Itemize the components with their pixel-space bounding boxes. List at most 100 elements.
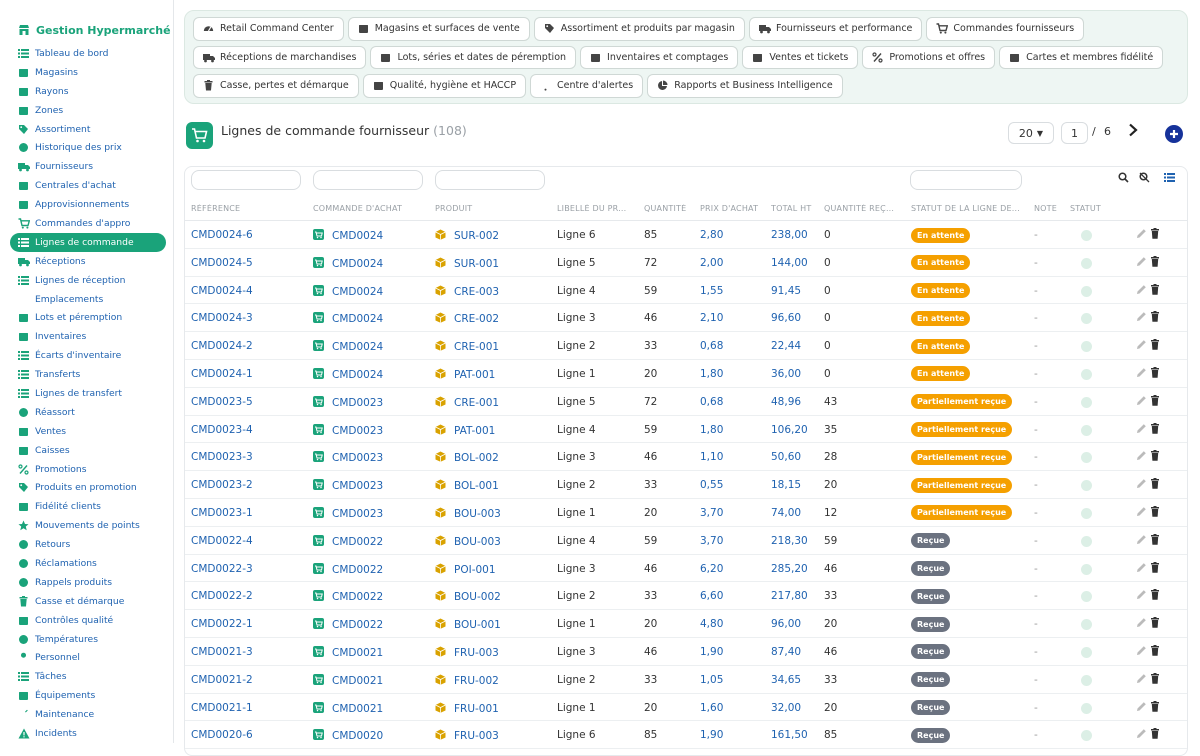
purchase-order-link[interactable]: CMD0023 [313,423,383,437]
delete-button[interactable] [1150,672,1160,687]
purchase-order-link[interactable]: CMD0024 [313,256,383,270]
sidebar-item-5[interactable]: Historique des prix [10,138,166,157]
reference-link[interactable]: CMD0020-6 [191,729,253,742]
column-header-total[interactable]: TOTAL HT [771,204,812,213]
column-header-status[interactable]: STATUT [1070,204,1102,213]
sidebar-item-21[interactable]: Caisses [10,441,166,460]
product-link[interactable]: BOU-001 [435,618,501,631]
sidebar-item-25[interactable]: Mouvements de points [10,516,166,535]
reference-link[interactable]: CMD0023-5 [191,395,253,408]
module-chip-5[interactable]: Réceptions de marchandises [193,45,367,69]
edit-button[interactable] [1136,311,1147,325]
table-row[interactable]: CMD0024-6 CMD0024 SUR-002 Ligne 6 85 2,80 238,… [185,221,1187,249]
reference-link[interactable]: CMD0024-5 [191,256,253,269]
reference-link[interactable]: CMD0021-1 [191,701,253,714]
sidebar-item-3[interactable]: Zones [10,101,166,120]
edit-button[interactable] [1136,395,1147,409]
sidebar-item-33[interactable]: Tâches [10,667,166,686]
edit-button[interactable] [1136,701,1147,715]
module-chip-8[interactable]: Ventes et tickets [742,45,859,69]
module-chip-3[interactable]: Fournisseurs et performance [748,17,923,41]
delete-button[interactable] [1150,339,1160,353]
reference-link[interactable]: CMD0024-2 [191,340,253,353]
column-list-icon[interactable] [1164,172,1175,186]
sidebar-item-28[interactable]: Rappels produits [10,573,166,592]
column-header-line-status[interactable]: STATUT DE LA LIGNE DE... [911,204,1021,213]
purchase-order-link[interactable]: CMD0021 [313,673,383,687]
clear-filter-icon[interactable] [1139,172,1150,186]
delete-button[interactable] [1150,728,1160,742]
table-row[interactable]: CMD0022-4 CMD0022 BOU-003 Ligne 4 59 3,70 218,… [185,527,1187,555]
table-row[interactable]: CMD0022-3 CMD0022 POI-001 Ligne 3 46 6,20 285,… [185,555,1187,583]
module-chip-4[interactable]: Commandes fournisseurs [926,17,1085,41]
reference-link[interactable]: CMD0023-2 [191,479,253,492]
column-header-received-qty[interactable]: QUANTITÉ REÇ... [824,204,895,213]
edit-button[interactable] [1136,534,1147,548]
product-link[interactable]: CRE-002 [435,312,499,325]
product-link[interactable]: BOU-002 [435,590,501,603]
product-link[interactable]: BOU-003 [435,535,501,548]
sidebar-item-1[interactable]: Magasins [10,63,166,82]
table-row[interactable]: CMD0024-1 CMD0024 PAT-001 Ligne 1 20 1,80 36,0… [185,360,1187,388]
edit-button[interactable] [1136,589,1147,603]
edit-button[interactable] [1136,728,1147,742]
delete-button[interactable] [1150,505,1160,520]
search-icon[interactable] [1118,172,1129,186]
table-row[interactable]: CMD0020-6 CMD0020 FRU-003 Ligne 6 85 1,90 161,… [185,721,1187,750]
sidebar-item-0[interactable]: Tableau de bord [10,44,166,63]
sidebar-item-36[interactable]: Incidents [10,724,166,743]
sidebar-item-35[interactable]: Maintenance [10,705,166,724]
product-link[interactable]: FRU-002 [435,674,499,687]
module-chip-14[interactable]: Rapports et Business Intelligence [647,74,843,98]
sidebar-item-11[interactable]: Réceptions [10,252,166,271]
reference-link[interactable]: CMD0022-3 [191,562,253,575]
column-header-reference[interactable]: RÉFÉRENCE [191,204,241,213]
delete-button[interactable] [1150,700,1160,715]
delete-button[interactable] [1150,533,1160,548]
table-row[interactable]: CMD0021-3 CMD0021 FRU-003 Ligne 3 46 1,90 87,4… [185,638,1187,666]
product-link[interactable]: PAT-001 [435,368,495,381]
reference-link[interactable]: CMD0024-3 [191,312,253,325]
sidebar-item-9[interactable]: Commandes d'appro [10,214,166,233]
purchase-order-link[interactable]: CMD0022 [313,590,383,603]
app-brand[interactable]: Gestion Hypermarché [0,0,173,40]
sidebar-item-6[interactable]: Fournisseurs [10,157,166,176]
delete-button[interactable] [1150,311,1160,325]
reference-link[interactable]: CMD0023-1 [191,506,253,519]
module-chip-9[interactable]: Promotions et offres [862,45,996,69]
column-header-label[interactable]: LIBELLÉ DU PR... [557,204,627,213]
sidebar-item-12[interactable]: Lignes de réception [10,271,166,290]
product-link[interactable]: BOU-003 [435,507,501,520]
module-chip-10[interactable]: Cartes et membres fidélité [999,45,1164,69]
module-chip-12[interactable]: Qualité, hygiène et HACCP [362,74,527,98]
purchase-order-link[interactable]: CMD0021 [313,701,383,715]
table-row[interactable]: CMD0021-2 CMD0021 FRU-002 Ligne 2 33 1,05 34,6… [185,666,1187,694]
purchase-order-link[interactable]: CMD0024 [313,312,383,325]
sidebar-item-23[interactable]: Produits en promotion [10,478,166,497]
product-link[interactable]: CRE-003 [435,285,499,298]
reference-link[interactable]: CMD0021-3 [191,645,253,658]
product-link[interactable]: BOL-001 [435,479,499,492]
sidebar-item-26[interactable]: Retours [10,535,166,554]
purchase-order-link[interactable]: CMD0023 [313,395,383,409]
filter-order-input[interactable] [313,170,423,190]
module-chip-2[interactable]: Assortiment et produits par magasin [533,17,745,41]
column-header-purchase-order[interactable]: COMMANDE D'ACHAT [313,204,403,213]
reference-link[interactable]: CMD0021-2 [191,673,253,686]
table-row[interactable]: CMD0024-2 CMD0024 CRE-001 Ligne 2 33 0,68 22,4… [185,332,1187,360]
module-chip-1[interactable]: Magasins et surfaces de vente [347,17,530,41]
edit-button[interactable] [1136,339,1147,353]
delete-button[interactable] [1150,644,1160,659]
purchase-order-link[interactable]: CMD0024 [313,284,383,298]
sidebar-item-24[interactable]: Fidélité clients [10,497,166,516]
purchase-order-link[interactable]: CMD0024 [313,340,383,353]
sidebar-item-7[interactable]: Centrales d'achat [10,176,166,195]
reference-link[interactable]: CMD0023-4 [191,423,253,436]
delete-button[interactable] [1150,450,1160,464]
purchase-order-link[interactable]: CMD0022 [313,618,383,631]
module-chip-7[interactable]: Inventaires et comptages [580,45,739,69]
delete-button[interactable] [1150,589,1160,603]
delete-button[interactable] [1150,617,1160,631]
sidebar-item-16[interactable]: Écarts d'inventaire [10,346,166,365]
next-page-button[interactable] [1128,123,1138,141]
